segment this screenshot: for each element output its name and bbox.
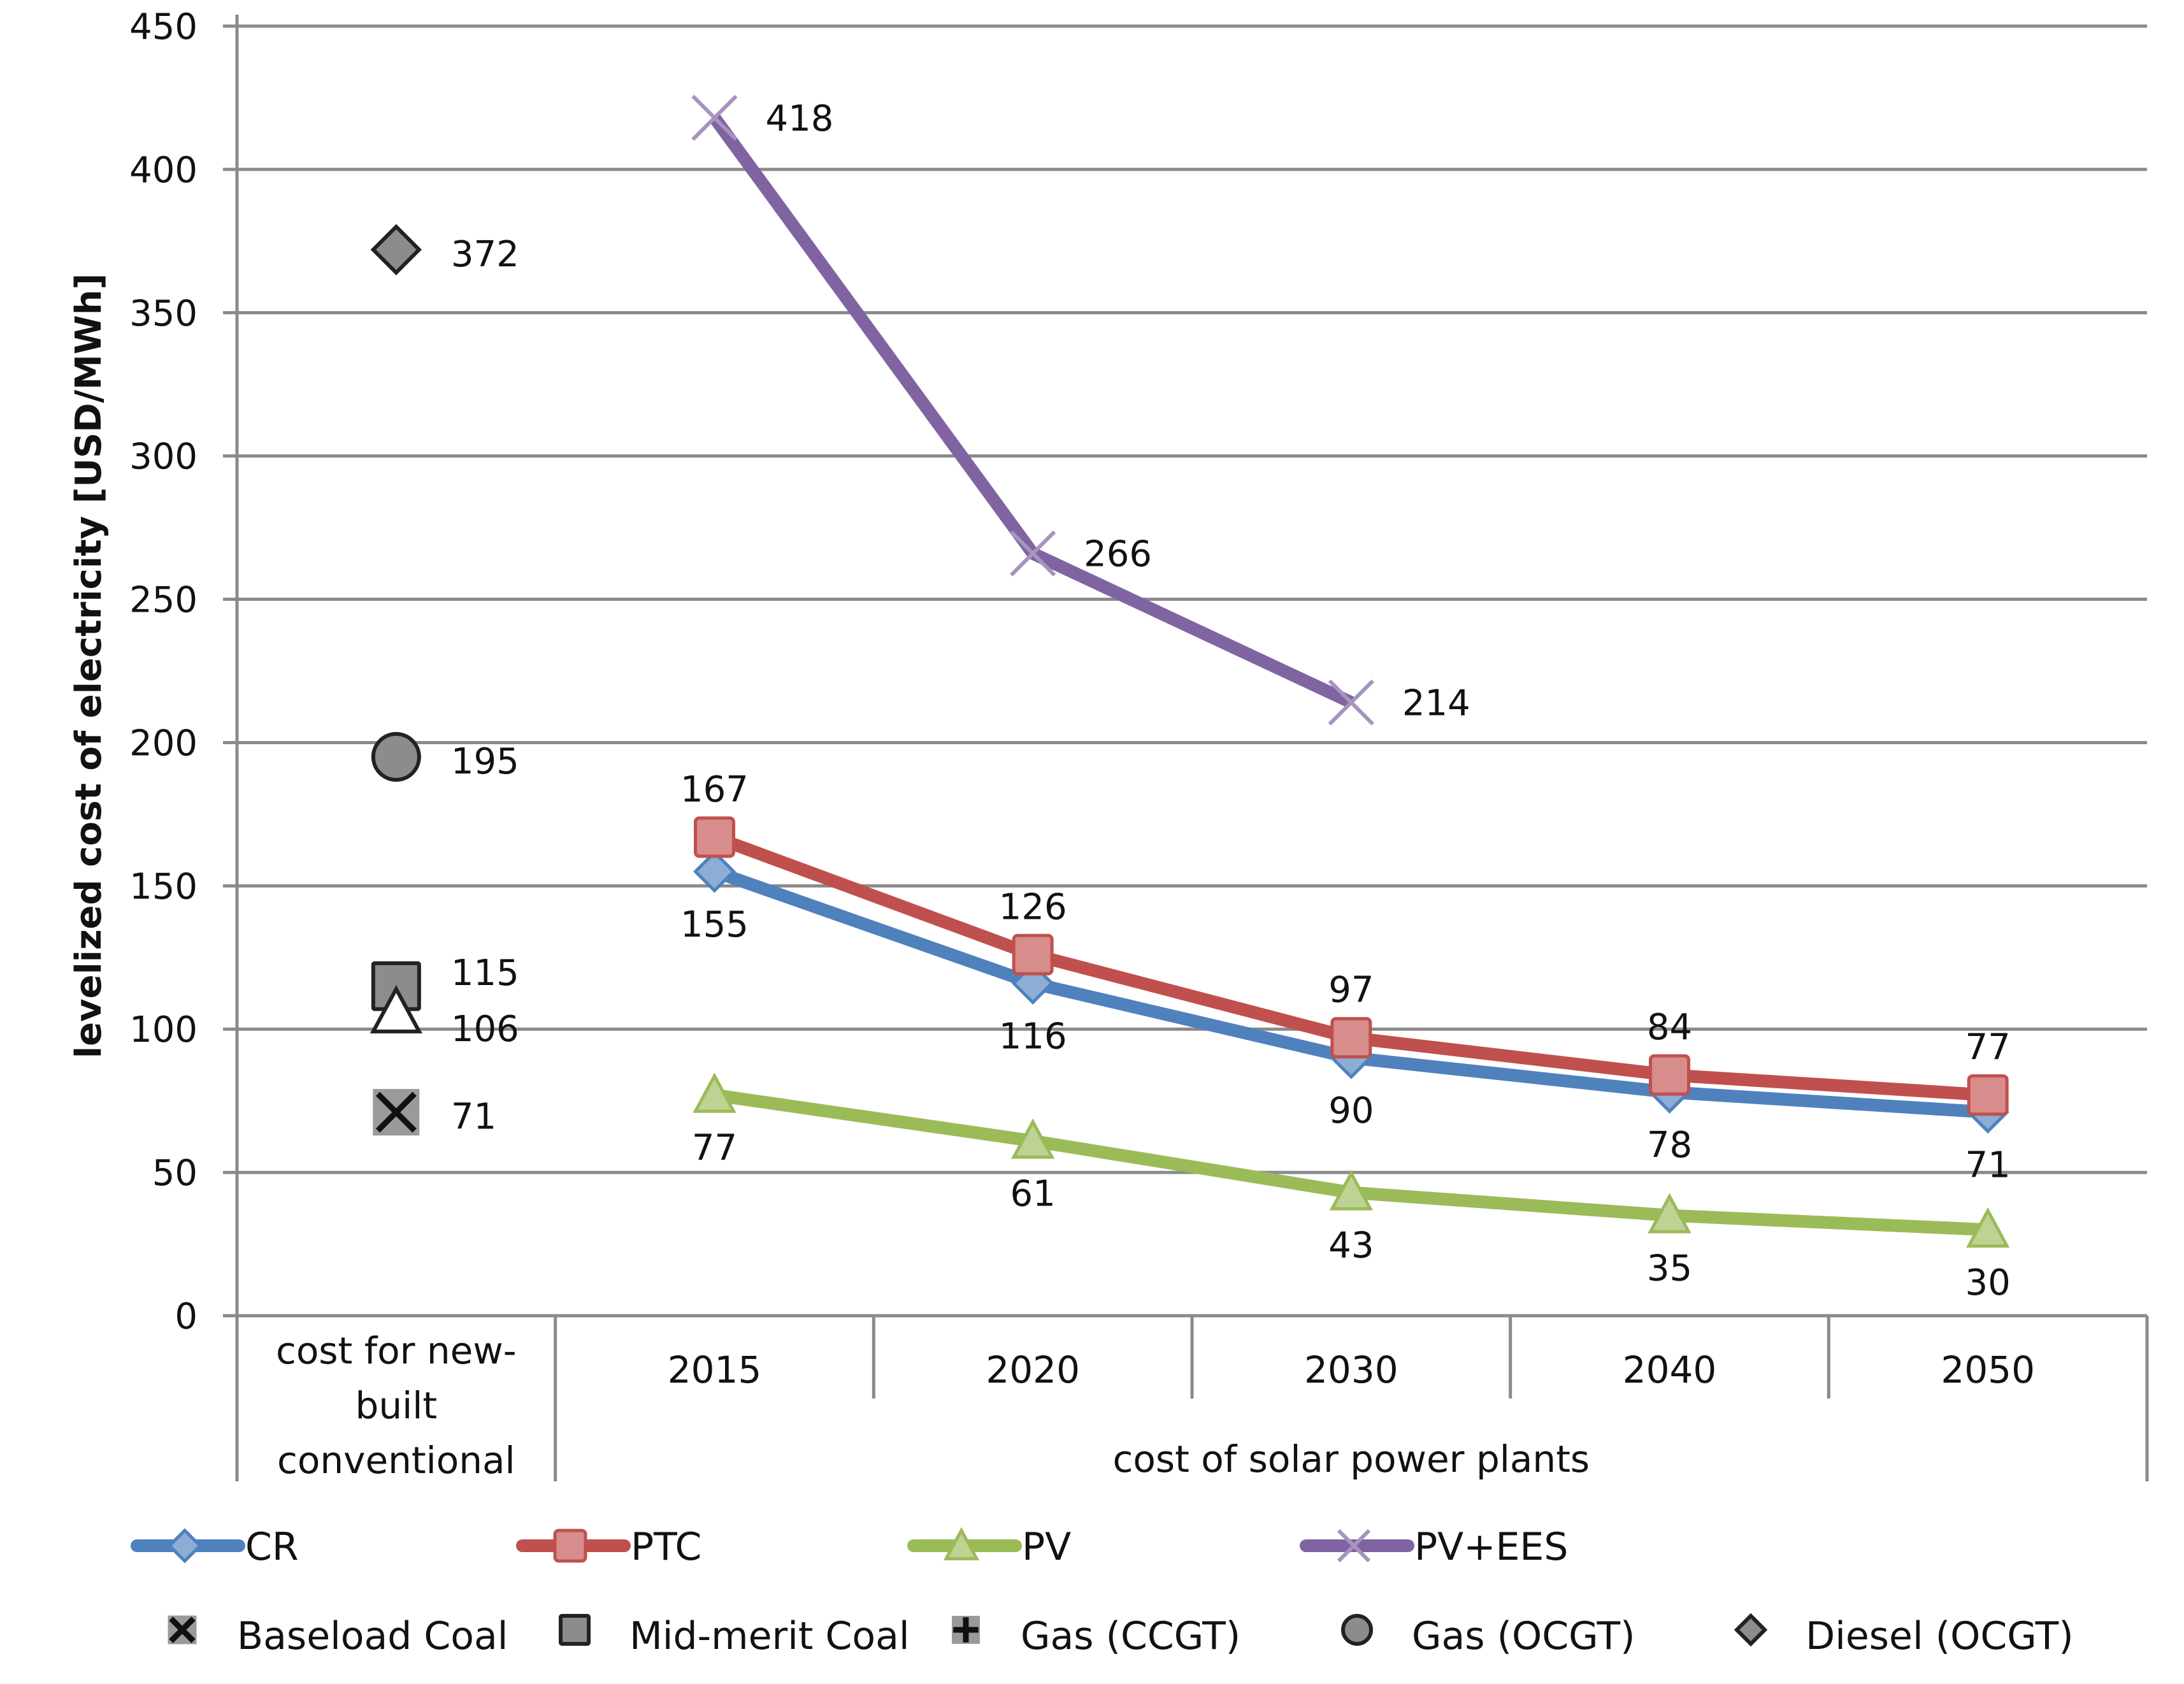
category-label: 2030	[1304, 1348, 1398, 1392]
data-label: 90	[1328, 1090, 1374, 1132]
data-point	[693, 1072, 736, 1113]
y-tick-label: 50	[152, 1153, 198, 1194]
group-label: cost of solar power plants	[1113, 1437, 1590, 1481]
data-label: 71	[451, 1097, 496, 1138]
legend-label: Gas (OCGT)	[1412, 1614, 1635, 1659]
data-label: 35	[1647, 1248, 1692, 1290]
legend-swatch-marker	[1734, 1613, 1768, 1647]
data-label: 61	[1010, 1174, 1056, 1215]
legend-label: Baseload Coal	[237, 1614, 508, 1659]
gridlines: 0 50 100 150 200 250 300 350 400 450	[129, 6, 2147, 1337]
legend-swatch-marker	[559, 1614, 591, 1646]
data-label: 116	[999, 1016, 1067, 1057]
legend: CR PTC PV PV+EES Baseload Coal Mid-merit Coal…	[131, 1525, 2074, 1659]
data-label: 167	[680, 769, 749, 810]
axes: cost for new-built conventional 2015 2020 20…	[235, 15, 2149, 1482]
data-point	[1965, 1207, 2010, 1248]
data-point	[1329, 1170, 1374, 1211]
y-tick-label: 450	[129, 6, 198, 48]
data-label: 266	[1084, 534, 1152, 575]
data-point	[694, 816, 735, 858]
data-label: 97	[1328, 970, 1374, 1011]
data-point	[693, 850, 736, 893]
legend-swatch-marker	[1341, 1614, 1373, 1646]
legend-label: PV	[1022, 1525, 1071, 1569]
y-tick-label: 0	[175, 1296, 198, 1337]
y-tick-label: 200	[129, 723, 198, 764]
data-labels: 71 115 195 372 106 155 116 90 78 71 167 126 97 84 77 77…	[451, 98, 2011, 1304]
conventional-marker	[370, 984, 422, 1033]
conventional-marker	[371, 731, 421, 782]
legend-label: PV+EES	[1414, 1525, 1568, 1569]
y-tick-label: 350	[129, 293, 198, 335]
category-label: 2040	[1623, 1348, 1717, 1392]
y-axis-label: levelized cost of electricity [USD/MWh]	[68, 273, 110, 1058]
data-label: 372	[451, 234, 519, 275]
y-tick-label: 250	[129, 580, 198, 621]
data-label: 106	[451, 1009, 519, 1050]
conventional-markers	[370, 224, 422, 1136]
data-point	[1330, 1017, 1372, 1059]
legend-label: Gas (CCGT)	[1021, 1614, 1240, 1659]
legend-swatch-marker	[952, 1616, 980, 1644]
data-label: 115	[451, 953, 519, 994]
y-tick-label: 400	[129, 150, 198, 191]
data-label: 155	[680, 904, 749, 946]
data-label: 195	[451, 741, 519, 782]
data-label: 418	[766, 98, 834, 140]
category-label: built	[356, 1384, 438, 1427]
y-tick-label: 150	[129, 866, 198, 907]
data-point	[1012, 933, 1054, 975]
data-point	[1328, 679, 1374, 726]
data-label: 84	[1647, 1007, 1692, 1048]
series-line	[709, 114, 1354, 709]
data-label: 30	[1965, 1262, 2011, 1304]
data-label: 77	[692, 1128, 737, 1169]
data-point	[1648, 1193, 1692, 1234]
legend-label: Mid-merit Coal	[629, 1614, 910, 1659]
legend-label: CR	[245, 1525, 299, 1569]
data-point	[1010, 530, 1056, 577]
y-tick-label: 100	[129, 1009, 198, 1051]
data-label: 126	[999, 886, 1067, 928]
category-label: conventional	[277, 1439, 515, 1482]
category-label: 2020	[986, 1348, 1080, 1392]
legend-swatch-marker	[553, 1529, 587, 1563]
y-tick-label: 300	[129, 436, 198, 478]
series-lines	[691, 94, 2010, 1248]
category-label: 2015	[668, 1348, 762, 1392]
category-label: cost for new-	[276, 1329, 517, 1372]
legend-swatch-marker	[1337, 1529, 1371, 1563]
data-label: 77	[1965, 1027, 2011, 1069]
conventional-marker	[373, 1089, 420, 1136]
data-label: 214	[1402, 682, 1470, 724]
data-label: 43	[1328, 1225, 1374, 1267]
legend-swatch-marker	[943, 1527, 980, 1560]
data-point	[1967, 1074, 2009, 1116]
data-label: 71	[1965, 1145, 2011, 1186]
legend-swatch-marker	[167, 1528, 203, 1564]
legend-label: PTC	[631, 1525, 701, 1569]
legend-swatch-marker	[168, 1615, 197, 1644]
legend-label: Diesel (OCGT)	[1806, 1614, 2074, 1659]
data-point	[691, 94, 738, 141]
data-point	[1010, 1118, 1055, 1159]
data-point	[1649, 1054, 1690, 1096]
conventional-marker	[370, 224, 422, 276]
category-label: 2050	[1941, 1348, 2035, 1392]
data-label: 78	[1647, 1125, 1692, 1166]
